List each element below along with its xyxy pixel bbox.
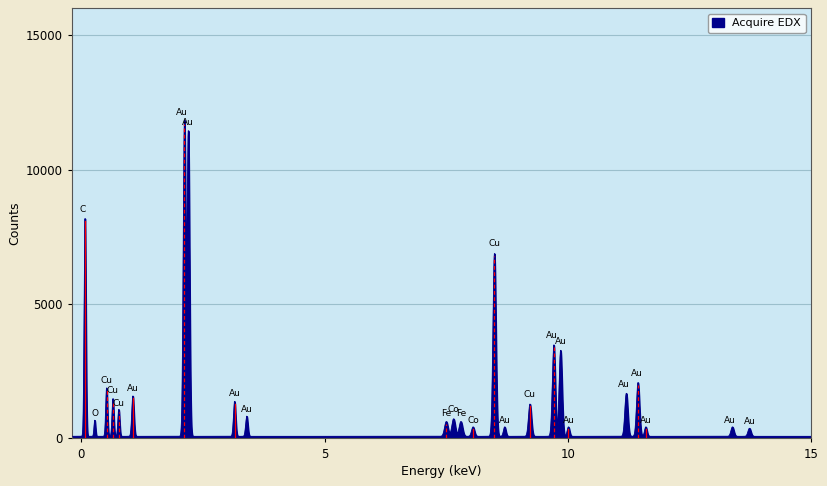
Text: Au: Au bbox=[743, 417, 755, 426]
Text: O: O bbox=[91, 409, 98, 418]
Text: Au: Au bbox=[175, 108, 188, 117]
Text: Au: Au bbox=[241, 405, 253, 414]
Text: Au: Au bbox=[127, 384, 139, 393]
Text: Cu: Cu bbox=[489, 239, 500, 247]
Text: Au: Au bbox=[618, 380, 630, 389]
Text: Au: Au bbox=[183, 118, 194, 127]
Text: Au: Au bbox=[499, 416, 510, 425]
Text: Au: Au bbox=[631, 369, 643, 378]
Text: Co: Co bbox=[447, 405, 460, 414]
Text: Cu: Cu bbox=[101, 376, 112, 385]
Text: Au: Au bbox=[555, 337, 566, 346]
Text: Au: Au bbox=[724, 416, 736, 425]
Text: Cu: Cu bbox=[107, 386, 119, 396]
Text: Fe: Fe bbox=[456, 409, 466, 418]
Text: Cu: Cu bbox=[112, 399, 125, 408]
Text: C: C bbox=[79, 205, 85, 214]
Text: Co: Co bbox=[467, 416, 479, 425]
Text: Au: Au bbox=[640, 416, 652, 425]
Text: Au: Au bbox=[546, 331, 557, 340]
Text: Fe: Fe bbox=[441, 409, 452, 418]
Text: Cu: Cu bbox=[524, 390, 536, 399]
Text: Au: Au bbox=[562, 416, 574, 425]
X-axis label: Energy (keV): Energy (keV) bbox=[401, 465, 481, 478]
Text: Au: Au bbox=[228, 389, 241, 398]
Legend: Acquire EDX: Acquire EDX bbox=[708, 14, 805, 33]
Y-axis label: Counts: Counts bbox=[8, 202, 22, 245]
